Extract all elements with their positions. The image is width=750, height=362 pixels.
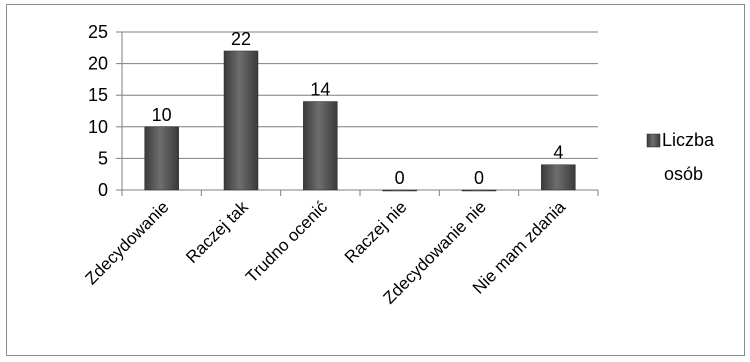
data-label: 14 — [310, 80, 330, 100]
legend: Liczba osób — [646, 130, 715, 184]
bar-5 — [541, 164, 576, 191]
x-tick-label: Raczej nie — [341, 197, 411, 267]
y-tick-labels: 0 5 10 15 20 25 — [88, 22, 108, 200]
data-label: 0 — [474, 168, 484, 188]
y-tick-label: 25 — [88, 22, 108, 42]
legend-label-line1: Liczba — [662, 130, 715, 150]
x-tick-label: Trudno ocenić — [242, 197, 332, 287]
bar-3 — [382, 189, 417, 192]
data-labels: 10 22 14 0 0 4 — [152, 29, 564, 188]
data-label: 10 — [152, 105, 172, 125]
legend-label-line2: osób — [664, 164, 703, 184]
bars — [144, 50, 576, 192]
gridlines — [122, 31, 598, 159]
chart-frame — [6, 4, 745, 356]
bar-2 — [303, 101, 338, 191]
y-tick-label: 10 — [88, 117, 108, 137]
data-label: 4 — [553, 143, 563, 163]
data-label: 0 — [395, 168, 405, 188]
data-label: 22 — [231, 29, 251, 49]
y-tick-label: 15 — [88, 85, 108, 105]
legend-swatch — [646, 133, 661, 148]
bar-0 — [144, 126, 179, 191]
x-tick-label: Zdecydowanie — [82, 197, 173, 288]
bar-4 — [461, 189, 497, 192]
y-tick-label: 0 — [98, 180, 108, 200]
axes — [116, 31, 599, 196]
x-tick-label: Raczej tak — [182, 197, 252, 267]
y-tick-label: 20 — [88, 54, 108, 74]
y-tick-label: 5 — [98, 148, 108, 168]
bar-1 — [223, 50, 259, 191]
